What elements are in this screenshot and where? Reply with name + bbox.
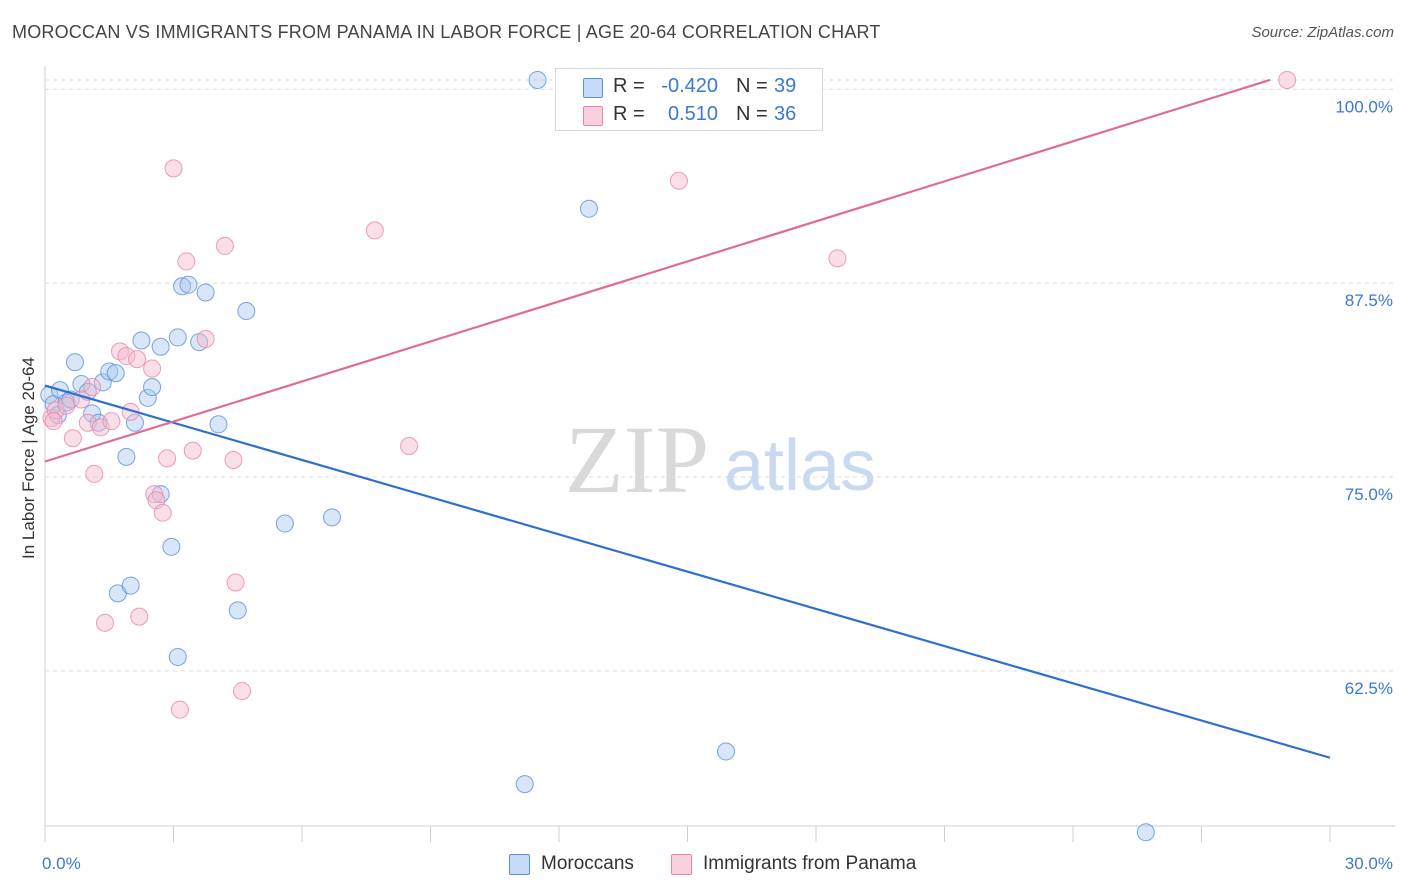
point-panama <box>44 412 63 431</box>
y-tick-label: 100.0% <box>1335 97 1393 116</box>
point-moroccans <box>717 742 736 761</box>
point-moroccans <box>579 199 598 218</box>
point-moroccans <box>209 415 228 434</box>
point-panama <box>57 396 76 415</box>
point-moroccans <box>100 362 119 381</box>
point-panama <box>46 401 65 420</box>
point-panama <box>365 221 384 240</box>
legend-n-value: 39 <box>774 75 797 97</box>
legend-r-value: -0.420 <box>661 75 718 97</box>
point-moroccans <box>228 601 247 620</box>
axis-layer: 62.5% 75.0% 87.5% 100.0% 0.0% 30.0% <box>42 66 1395 873</box>
point-moroccans <box>179 275 198 294</box>
point-panama <box>63 429 82 448</box>
legend-row-panama: R = 0.510 N = 36 <box>556 101 822 129</box>
point-moroccans <box>322 508 341 527</box>
point-moroccans <box>275 514 294 533</box>
point-panama <box>143 359 162 378</box>
point-panama <box>400 437 419 455</box>
point-panama <box>102 412 121 431</box>
point-moroccans <box>162 537 181 556</box>
point-panama <box>170 700 189 719</box>
point-moroccans <box>168 328 187 347</box>
point-moroccans <box>173 277 192 296</box>
correlation-legend: R = -0.420 N = 39 R = 0.510 N = 36 <box>555 68 823 131</box>
point-panama <box>110 342 129 361</box>
point-moroccans <box>168 647 187 666</box>
y-axis-label: In Labor Force | Age 20-64 <box>19 357 38 559</box>
point-moroccans <box>106 364 125 383</box>
x-tick-label-min: 0.0% <box>42 854 81 873</box>
point-panama <box>83 378 102 397</box>
point-panama <box>85 464 104 483</box>
legend-swatch-panama <box>583 106 603 126</box>
point-moroccans <box>125 413 144 432</box>
point-panama <box>177 252 196 271</box>
legend-n-label: N = <box>736 75 768 97</box>
point-moroccans <box>132 331 151 350</box>
series-legend: Moroccans Immigrants from Panama <box>0 852 1406 878</box>
trendline-panama <box>44 78 1271 463</box>
chart-title: MOROCCAN VS IMMIGRANTS FROM PANAMA IN LA… <box>12 22 881 42</box>
source-label: Source: ZipAtlas.com <box>1251 24 1394 41</box>
point-panama <box>828 249 847 268</box>
point-panama <box>1278 70 1297 89</box>
point-moroccans <box>528 70 547 89</box>
legend-r-label: R = <box>613 103 645 125</box>
point-panama <box>153 503 172 522</box>
legend-label-panama: Immigrants from Panama <box>703 853 917 874</box>
x-tick-label-max: 30.0% <box>1345 854 1393 873</box>
legend-r-value: 0.510 <box>667 103 718 125</box>
point-moroccans <box>83 404 102 423</box>
y-tick-label: 75.0% <box>1345 485 1393 504</box>
point-moroccans <box>515 775 534 794</box>
point-moroccans <box>65 353 84 372</box>
legend-swatch-moroccans <box>509 854 530 875</box>
point-moroccans <box>196 283 215 302</box>
y-tick-label: 62.5% <box>1345 679 1393 698</box>
point-moroccans <box>143 378 162 397</box>
legend-n-value: 36 <box>774 103 797 125</box>
legend-n-label: N = <box>736 103 768 125</box>
point-moroccans <box>237 302 256 321</box>
point-moroccans <box>117 447 136 466</box>
point-panama <box>158 449 177 468</box>
point-moroccans <box>93 373 112 392</box>
point-moroccans <box>151 337 170 356</box>
y-tick-label: 87.5% <box>1345 291 1393 310</box>
trend-layer <box>44 78 1331 759</box>
point-panama <box>95 613 114 632</box>
point-panama <box>196 329 215 348</box>
point-panama <box>183 441 202 460</box>
watermark: ZIP atlas <box>565 406 876 513</box>
legend-row-moroccans: R = -0.420 N = 39 <box>556 73 822 101</box>
point-panama <box>233 682 252 701</box>
point-panama <box>226 573 245 592</box>
point-moroccans <box>121 576 140 595</box>
point-moroccans <box>138 388 157 407</box>
trendline-moroccans <box>44 384 1331 759</box>
point-panama <box>224 450 243 469</box>
point-panama <box>130 607 149 626</box>
legend-r-label: R = <box>613 75 645 97</box>
legend-swatch-moroccans <box>583 78 603 98</box>
grid-layer <box>45 79 1395 672</box>
legend-swatch-panama <box>671 854 692 875</box>
point-panama <box>128 350 147 369</box>
point-panama <box>91 418 110 437</box>
legend-label-moroccans: Moroccans <box>541 853 634 874</box>
watermark-atlas: atlas <box>724 426 876 506</box>
point-moroccans <box>89 413 108 432</box>
point-moroccans <box>1136 823 1155 842</box>
point-panama <box>215 236 234 255</box>
watermark-zip: ZIP <box>565 406 709 513</box>
point-panama <box>669 171 688 190</box>
point-panama <box>117 347 136 366</box>
point-panama <box>164 159 183 178</box>
